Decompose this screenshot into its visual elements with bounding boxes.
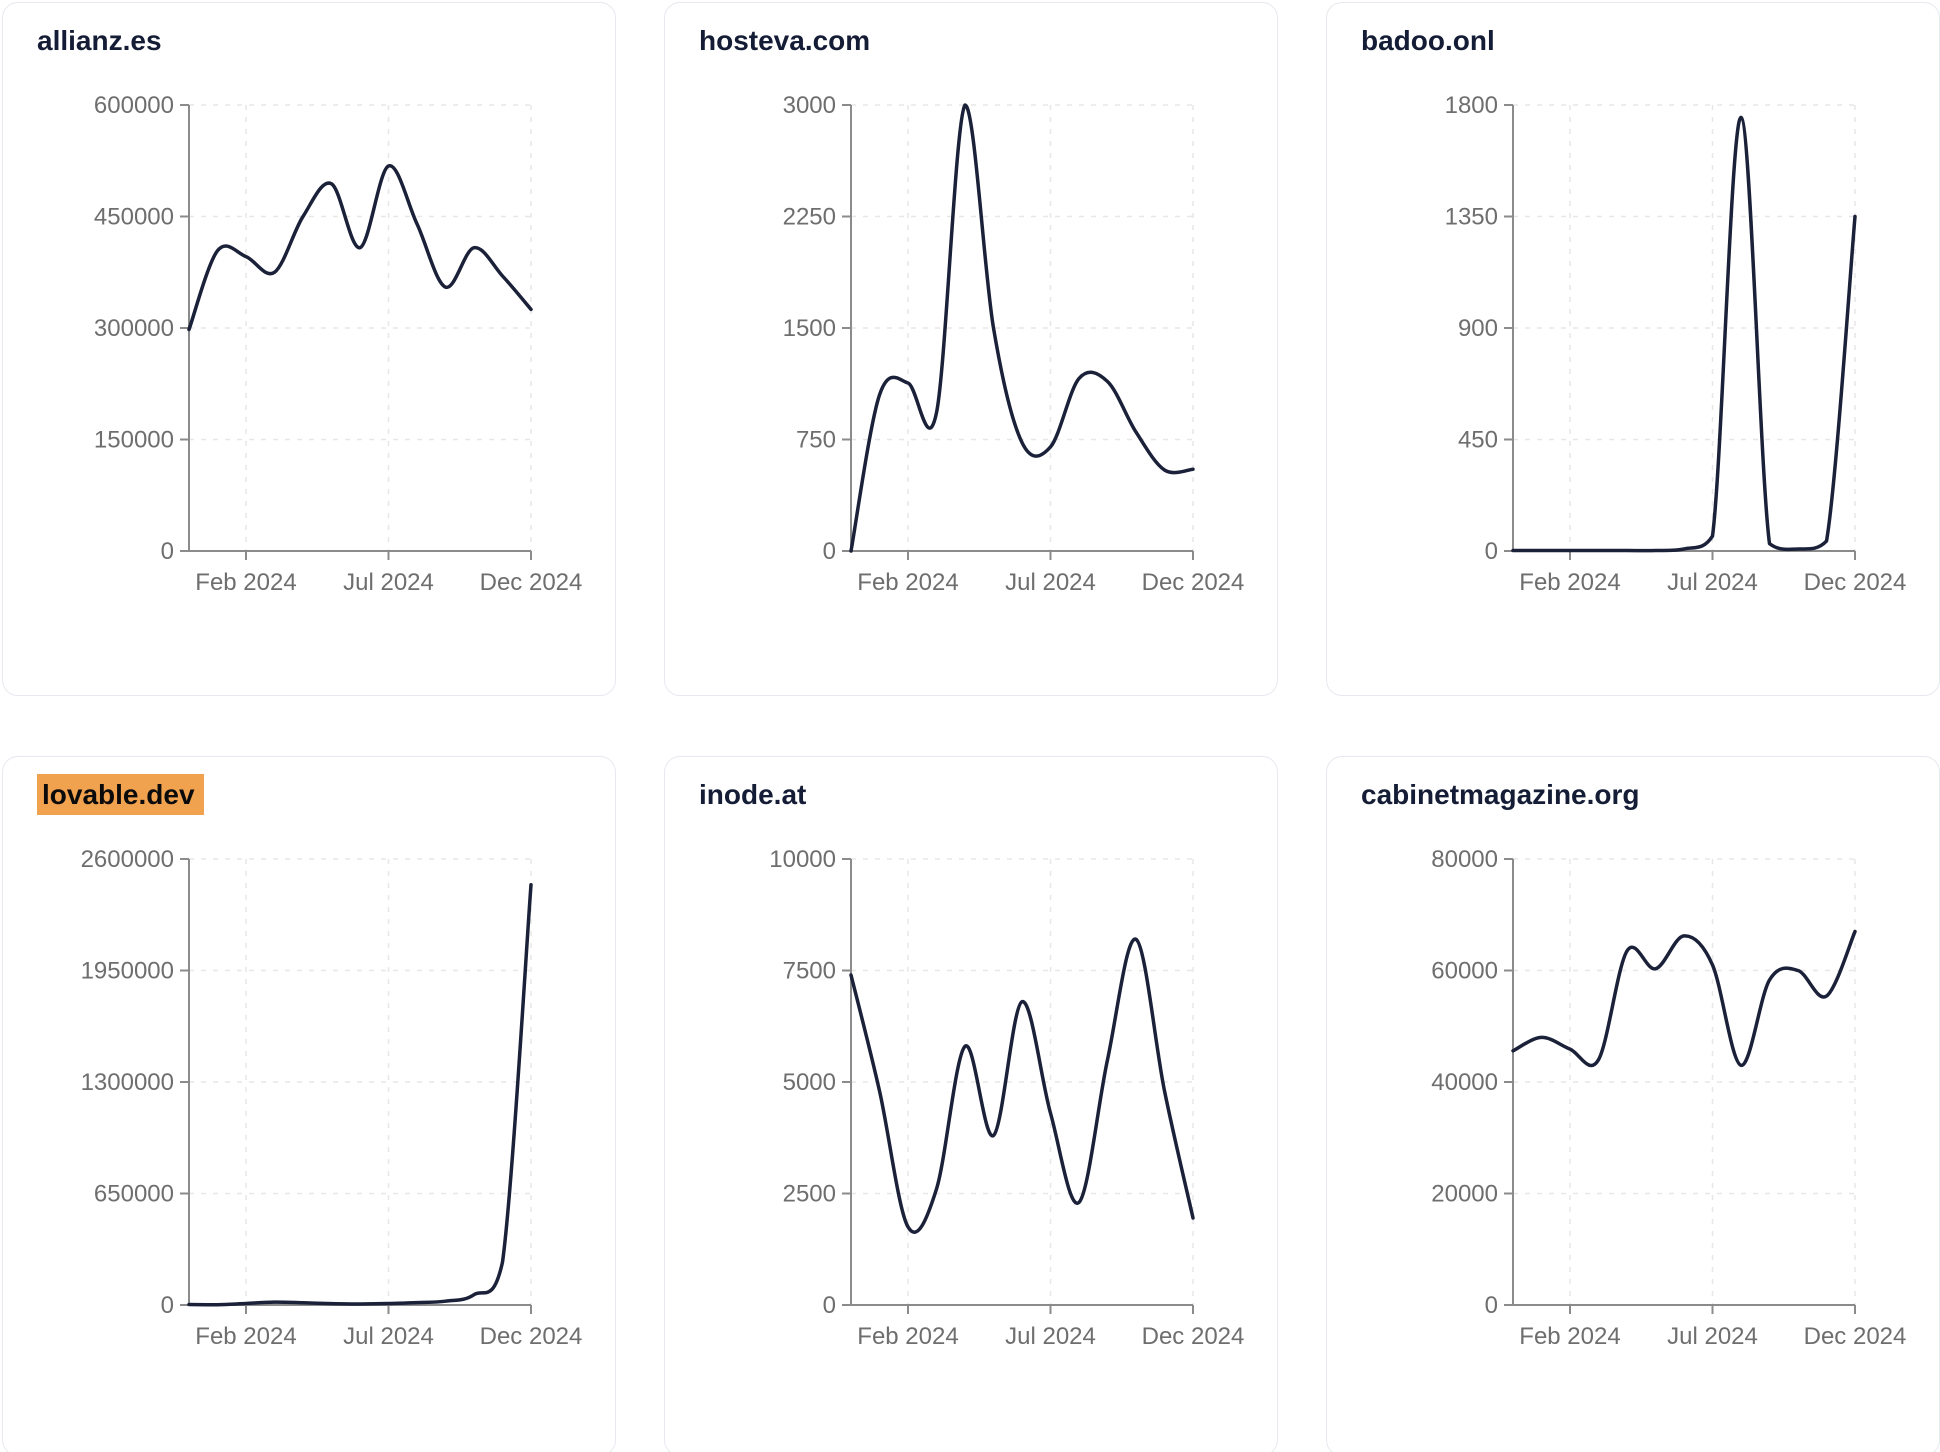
svg-text:450: 450 [1458,427,1498,454]
chart-title: cabinetmagazine.org [1361,775,1939,815]
svg-text:60000: 60000 [1431,958,1498,985]
domain-label-highlighted: lovable.dev [37,774,204,815]
svg-text:20000: 20000 [1431,1181,1498,1208]
svg-text:Jul 2024: Jul 2024 [1667,569,1758,596]
line-chart-hosteva-com: 0 750 1500 2250 3000 Feb 2024 Jul 2024 Dec 2024 [783,92,1245,596]
chart-title: hosteva.com [699,21,1277,61]
chart-card-inode-at: inode.at 0 2500 5000 7500 10000 Feb 2024 Jul 2… [664,756,1278,1452]
svg-text:Jul 2024: Jul 2024 [1667,1323,1758,1350]
chart-title: badoo.onl [1361,21,1939,61]
svg-text:Dec 2024: Dec 2024 [1142,1323,1245,1350]
svg-text:0: 0 [1485,538,1498,565]
line-chart-inode-at: 0 2500 5000 7500 10000 Feb 2024 Jul 2024 Dec 20… [769,846,1245,1350]
svg-text:Jul 2024: Jul 2024 [1005,1323,1096,1350]
line-chart-allianz-es: 0 150000 300000 450000 600000 Feb 2024 Jul 202… [94,92,583,596]
svg-text:300000: 300000 [94,315,174,342]
domain-label: inode.at [699,779,807,810]
svg-text:Jul 2024: Jul 2024 [343,1323,434,1350]
svg-text:7500: 7500 [783,958,836,985]
svg-text:Dec 2024: Dec 2024 [1804,1323,1907,1350]
chart-title: allianz.es [37,21,615,61]
svg-text:Feb 2024: Feb 2024 [195,1323,296,1350]
svg-text:Dec 2024: Dec 2024 [1142,569,1245,596]
svg-text:Jul 2024: Jul 2024 [1005,569,1096,596]
svg-text:Dec 2024: Dec 2024 [480,1323,583,1350]
svg-text:Dec 2024: Dec 2024 [480,569,583,596]
line-chart-badoo-onl: 0 450 900 1350 1800 Feb 2024 Jul 2024 Dec 2024 [1445,92,1907,596]
svg-text:3000: 3000 [783,92,836,119]
svg-text:1950000: 1950000 [81,958,174,985]
chart-card-badoo-onl: badoo.onl 0 450 900 1350 1800 Feb 2024 Jul 202… [1326,2,1940,696]
domain-label: allianz.es [37,25,162,56]
svg-text:150000: 150000 [94,427,174,454]
svg-text:900: 900 [1458,315,1498,342]
svg-text:0: 0 [161,1292,174,1319]
svg-text:Feb 2024: Feb 2024 [857,569,958,596]
svg-text:40000: 40000 [1431,1069,1498,1096]
chart-card-lovable-dev: lovable.dev 0 650000 1300000 1950000 2600000… [2,756,616,1452]
chart-card-cabinetmagazine-org: cabinetmagazine.org 0 20000 40000 60000 8000… [1326,756,1940,1452]
domain-label: cabinetmagazine.org [1361,779,1640,810]
svg-text:600000: 600000 [94,92,174,119]
svg-text:1350: 1350 [1445,204,1498,231]
svg-text:2600000: 2600000 [81,846,174,873]
line-chart-lovable-dev: 0 650000 1300000 1950000 2600000 Feb 2024 Jul … [81,846,583,1350]
domain-label: hosteva.com [699,25,871,56]
svg-text:1800: 1800 [1445,92,1498,119]
domain-label: badoo.onl [1361,25,1495,56]
svg-text:2250: 2250 [783,204,836,231]
svg-text:1300000: 1300000 [81,1069,174,1096]
svg-text:10000: 10000 [769,846,836,873]
chart-card-allianz-es: allianz.es 0 150000 300000 450000 600000 Feb … [2,2,616,696]
svg-text:0: 0 [823,1292,836,1319]
chart-title: inode.at [699,775,1277,815]
svg-text:1500: 1500 [783,315,836,342]
svg-text:Feb 2024: Feb 2024 [1519,569,1620,596]
svg-text:2500: 2500 [783,1181,836,1208]
svg-text:80000: 80000 [1431,846,1498,873]
svg-text:Jul 2024: Jul 2024 [343,569,434,596]
svg-text:5000: 5000 [783,1069,836,1096]
svg-text:650000: 650000 [94,1181,174,1208]
chart-card-hosteva-com: hosteva.com 0 750 1500 2250 3000 Feb 2024 Jul … [664,2,1278,696]
svg-text:750: 750 [796,427,836,454]
svg-text:0: 0 [161,538,174,565]
chart-title: lovable.dev [37,774,615,815]
svg-text:Dec 2024: Dec 2024 [1804,569,1907,596]
line-chart-cabinetmagazine-org: 0 20000 40000 60000 80000 Feb 2024 Jul 2024 Dec… [1431,846,1907,1350]
svg-text:Feb 2024: Feb 2024 [857,1323,958,1350]
svg-text:Feb 2024: Feb 2024 [195,569,296,596]
svg-text:450000: 450000 [94,204,174,231]
svg-text:0: 0 [823,538,836,565]
svg-text:Feb 2024: Feb 2024 [1519,1323,1620,1350]
svg-text:0: 0 [1485,1292,1498,1319]
